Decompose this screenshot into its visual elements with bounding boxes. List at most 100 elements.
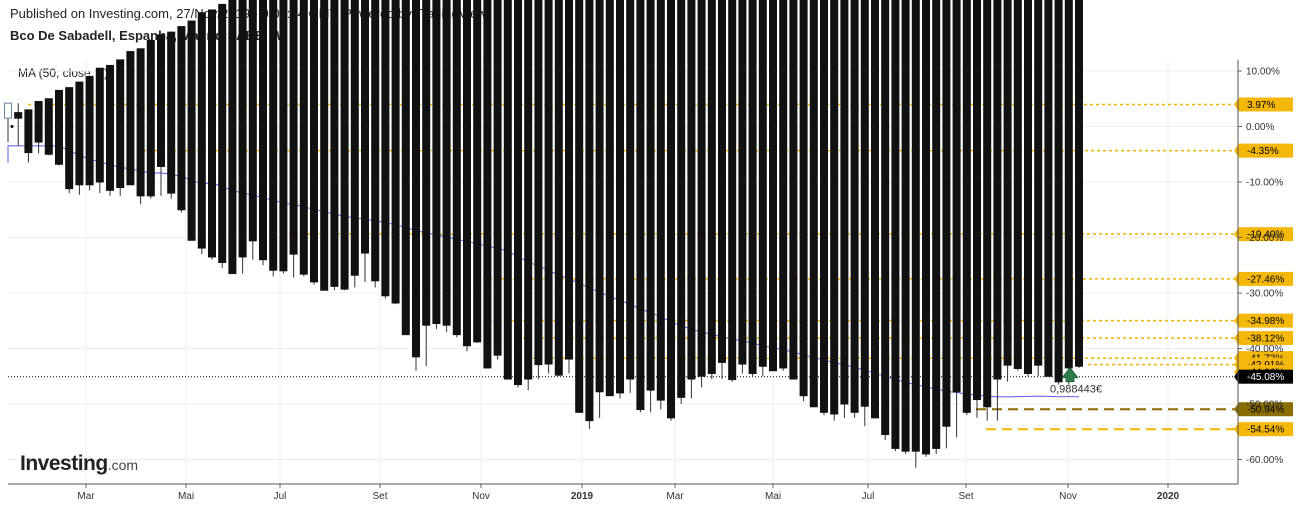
candle-body [1013, 0, 1022, 369]
up-arrow-icon [1061, 367, 1079, 383]
y-tick-label: 0.00% [1246, 122, 1274, 133]
start-dot [10, 125, 14, 128]
candle-body [575, 0, 584, 413]
candle-body [1064, 0, 1073, 369]
candle-body [381, 0, 390, 297]
level-tag-label: -45.08% [1247, 372, 1284, 383]
level-tag-label: -19.40% [1247, 230, 1284, 241]
overlay: 0,988443€ [10, 125, 1102, 396]
candle-body [75, 81, 84, 186]
y-tick-label: 10.00% [1246, 67, 1280, 78]
candle-body [289, 0, 298, 255]
candle-body [167, 31, 176, 194]
candle-body [809, 0, 818, 408]
level-tag [1239, 402, 1293, 417]
candle-body [136, 48, 145, 197]
candle-body [748, 0, 757, 374]
candle-body [1034, 0, 1043, 366]
candle-body [493, 0, 502, 356]
candle-body [310, 0, 318, 283]
candle-body [667, 0, 675, 419]
candle-body [483, 0, 492, 369]
candle-body [687, 0, 696, 380]
candle-body [830, 0, 839, 415]
candle-body [840, 0, 849, 405]
level-tag [1239, 313, 1293, 328]
candle-body [554, 0, 563, 376]
candle-body [962, 0, 971, 413]
candle-body [626, 0, 635, 380]
candle-body [636, 0, 645, 411]
level-tag [1239, 369, 1293, 384]
candle-body [371, 0, 380, 282]
y-tick-label: -50.00% [1246, 400, 1283, 411]
candle-body [85, 76, 94, 186]
candle-body [218, 3, 227, 263]
x-tick-label: Mai [178, 491, 194, 502]
candle-body [850, 0, 859, 413]
candle-body [728, 0, 737, 381]
y-tick-label: -40.00% [1246, 344, 1283, 355]
candle-body [463, 0, 471, 347]
level-tag [1239, 422, 1293, 437]
candle-body [565, 0, 573, 360]
candle-body [177, 26, 186, 211]
candle-body [299, 0, 308, 275]
candle-body [534, 0, 543, 366]
candle-body [514, 0, 522, 386]
candle-body [34, 101, 43, 143]
candle-body [891, 0, 900, 449]
candle-body [248, 0, 257, 242]
candle-body [881, 0, 890, 436]
candle-body [901, 0, 910, 452]
candle-body [279, 0, 288, 272]
candle-body [656, 0, 665, 401]
candle-body [65, 87, 74, 190]
candle-body [422, 0, 431, 326]
candle-body [401, 0, 410, 336]
candle-body [197, 12, 206, 249]
level-tag-label: -54.54% [1247, 425, 1284, 436]
x-tick-label: Mai [765, 491, 781, 502]
candle-body [126, 51, 135, 186]
candle-body [993, 0, 1002, 380]
candle-body [616, 0, 624, 394]
candle-body [646, 0, 655, 391]
candle-body [452, 0, 461, 336]
candle-body [799, 0, 808, 397]
candle-body [269, 0, 278, 271]
candle-body [116, 59, 125, 189]
brand-suffix: .com [107, 457, 139, 473]
candle-body [595, 0, 604, 393]
candle-body [922, 0, 930, 455]
y-tick-label: -60.00% [1246, 455, 1283, 466]
candle-body [44, 98, 53, 155]
candle-body [350, 0, 359, 276]
candle-body [157, 34, 165, 167]
candle-body [330, 0, 339, 287]
candle-body [544, 0, 553, 365]
candle-body [187, 20, 196, 241]
candle-body [1003, 0, 1012, 366]
candle-body [942, 0, 951, 427]
candle-body [738, 0, 747, 365]
candle-body [758, 0, 767, 367]
brand-name: Investing [20, 452, 108, 475]
candle-body [503, 0, 512, 380]
y-axis: 10.00%0.00%-10.00%-20.00%-30.00%-40.00%-… [1237, 60, 1283, 484]
price-annotation: 0,988443€ [1050, 384, 1102, 396]
candle-body [1024, 0, 1032, 374]
candle-body [697, 0, 706, 377]
candle-body [932, 0, 941, 449]
candle-body [320, 0, 329, 291]
y-tick-label: -30.00% [1246, 289, 1283, 300]
candle-body [718, 0, 726, 363]
candle-body [14, 112, 23, 119]
candle-body [1054, 0, 1063, 383]
candle-body [95, 67, 104, 183]
x-tick-label: Jul [862, 491, 875, 502]
candle-body [55, 89, 63, 165]
candle-body [860, 0, 869, 407]
candle-body [361, 0, 369, 254]
